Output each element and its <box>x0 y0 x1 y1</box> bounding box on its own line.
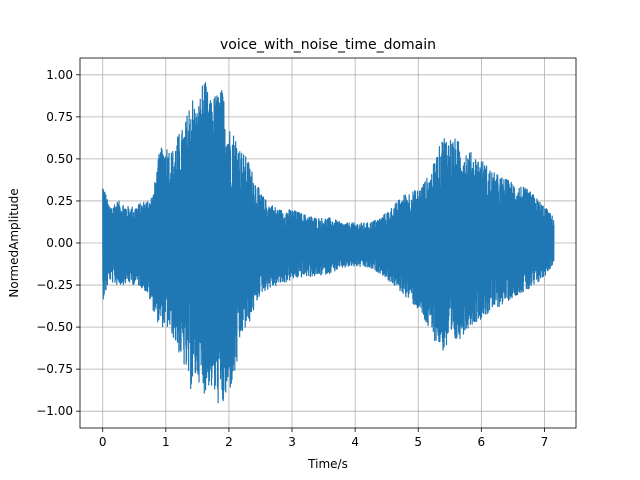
x-tick-label: 4 <box>351 435 359 449</box>
y-tick-label: 0.75 <box>46 110 73 124</box>
y-tick-label: −0.75 <box>36 362 73 376</box>
y-tick-label: −1.00 <box>36 404 73 418</box>
y-tick-label: 0.50 <box>46 152 73 166</box>
x-axis-label: Time/s <box>307 457 348 471</box>
x-tick-label: 2 <box>225 435 233 449</box>
x-tick-label: 0 <box>99 435 107 449</box>
y-axis: −1.00 −0.75 −0.50 −0.25 0.00 0.25 0.50 0.75 1.00 <box>36 68 80 418</box>
x-tick-label: 5 <box>414 435 422 449</box>
y-tick-label: 0.25 <box>46 194 73 208</box>
y-axis-label: NormedAmplitude <box>7 188 21 297</box>
x-tick-label: 7 <box>541 435 549 449</box>
y-tick-label: −0.25 <box>36 278 73 292</box>
x-axis: 0 1 2 3 4 5 6 7 <box>99 428 548 449</box>
chart-title: voice_with_noise_time_domain <box>220 37 436 53</box>
series-waveform <box>102 81 555 404</box>
y-tick-label: 1.00 <box>46 68 73 82</box>
y-tick-label: 0.00 <box>46 236 73 250</box>
x-tick-label: 6 <box>478 435 486 449</box>
waveform-line <box>102 81 555 404</box>
y-tick-label: −0.50 <box>36 320 73 334</box>
x-tick-label: 3 <box>288 435 296 449</box>
x-tick-label: 1 <box>162 435 170 449</box>
